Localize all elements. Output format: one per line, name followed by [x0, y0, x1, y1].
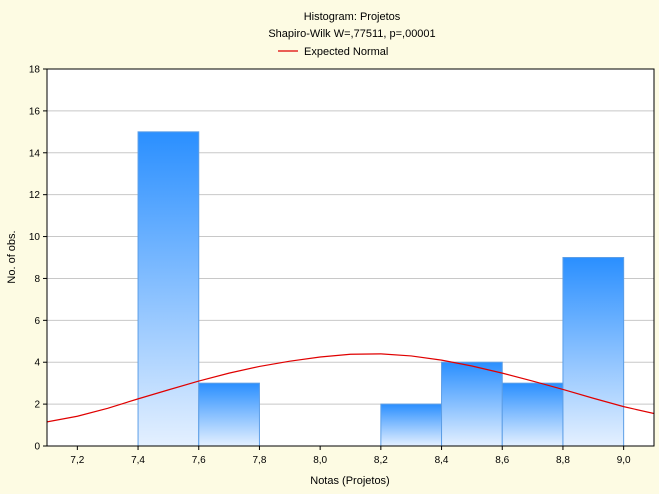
expected-normal-line [47, 353, 654, 423]
y-tick-label: 4 [34, 358, 40, 369]
x-tick-label: 9,0 [617, 455, 631, 466]
y-axis-label: No. of obs. [6, 230, 18, 283]
y-axis-ticks: 0 2 4 6 8 10 12 14 16 18 [29, 65, 47, 453]
x-axis-ticks: 7,2 7,4 7,6 7,8 8,0 8,2 8,4 8,6 8,8 9,0 [70, 446, 631, 466]
histogram-bar [137, 131, 200, 447]
histogram-bar [441, 361, 503, 447]
y-tick-label: 14 [29, 148, 41, 159]
histogram-bars [137, 131, 625, 447]
x-axis-label: Notas (Projetos) [310, 475, 389, 487]
expected-normal-curve [47, 353, 654, 423]
legend-label-expected-normal: Expected Normal [304, 46, 388, 58]
y-tick-label: 18 [29, 65, 41, 76]
x-tick-label: 8,2 [374, 455, 388, 466]
y-tick-label: 2 [34, 400, 40, 411]
x-tick-label: 7,2 [70, 455, 84, 466]
y-tick-label: 12 [29, 190, 41, 201]
histogram-bar [562, 257, 625, 447]
histogram-bar [198, 382, 260, 447]
y-tick-label: 0 [34, 442, 40, 453]
chart-subtitle: Shapiro-Wilk W=,77511, p=,00001 [268, 28, 435, 40]
x-tick-label: 8,8 [556, 455, 570, 466]
y-tick-label: 8 [34, 274, 40, 285]
plot-border [46, 68, 655, 447]
chart-title: Histogram: Projetos [304, 11, 401, 23]
histogram-bar [380, 403, 443, 447]
y-tick-label: 10 [29, 232, 41, 243]
x-tick-label: 8,4 [435, 455, 449, 466]
x-tick-label: 8,6 [495, 455, 509, 466]
y-tick-label: 6 [34, 316, 40, 327]
x-tick-label: 7,6 [192, 455, 206, 466]
y-tick-label: 16 [29, 106, 41, 117]
x-tick-label: 7,4 [131, 455, 145, 466]
histogram-bar [501, 382, 564, 447]
x-tick-label: 8,0 [313, 455, 327, 466]
x-tick-label: 7,8 [252, 455, 266, 466]
legend: Expected Normal [278, 46, 388, 58]
